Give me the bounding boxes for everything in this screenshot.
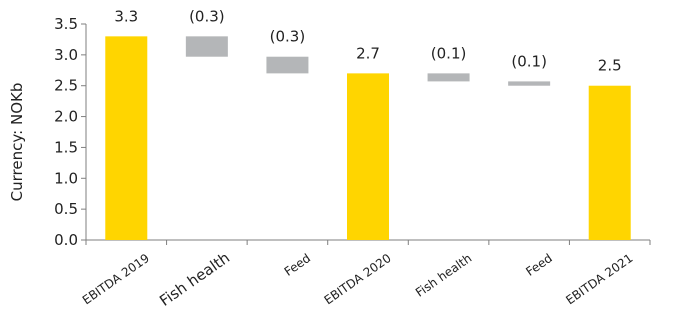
x-axis-labels: EBITDA 2019 Fish health Feed EBITDA 2020 Fis…	[80, 249, 636, 310]
bar-change	[427, 73, 470, 82]
y-tick-label: 2.0	[54, 108, 78, 126]
data-label: (0.3)	[189, 7, 225, 25]
y-tick-label: 1.0	[54, 169, 78, 187]
data-label: 2.5	[598, 57, 622, 75]
bar-change	[508, 81, 551, 86]
bar-total	[105, 36, 148, 240]
data-label: (0.1)	[431, 44, 467, 62]
data-label: 2.7	[356, 44, 380, 62]
y-tick-label: 2.5	[54, 77, 78, 95]
x-category-label: Feed	[282, 251, 313, 279]
bars-group	[105, 36, 631, 240]
x-category-label: Fish health	[413, 251, 474, 300]
y-tick-label: 3.0	[54, 46, 78, 64]
data-label: 3.3	[114, 7, 138, 25]
y-tick-label: 1.5	[54, 138, 78, 156]
y-axis: 0.0 0.5 1.0 1.5 2.0 2.5 3.0 3.5	[54, 15, 651, 249]
x-category-label: EBITDA 2019	[80, 251, 152, 307]
y-axis-title: Currency: NOKb	[8, 83, 26, 202]
x-category-label: Fish health	[156, 249, 233, 310]
data-labels-group: 3.3 (0.3) (0.3) 2.7 (0.1) (0.1) 2.5	[114, 7, 621, 74]
data-label: (0.3)	[270, 28, 306, 46]
x-category-label: EBITDA 2020	[322, 251, 394, 307]
data-label: (0.1)	[511, 52, 547, 70]
bar-change	[266, 56, 309, 74]
bar-total	[347, 73, 389, 240]
x-category-label: Feed	[523, 251, 554, 279]
y-tick-label: 0.5	[54, 200, 78, 218]
y-tick-label: 0.0	[54, 231, 78, 249]
y-tick-label: 3.5	[54, 15, 78, 33]
x-category-label: EBITDA 2021	[563, 251, 635, 307]
bar-change	[185, 36, 228, 57]
bar-total	[588, 85, 631, 240]
